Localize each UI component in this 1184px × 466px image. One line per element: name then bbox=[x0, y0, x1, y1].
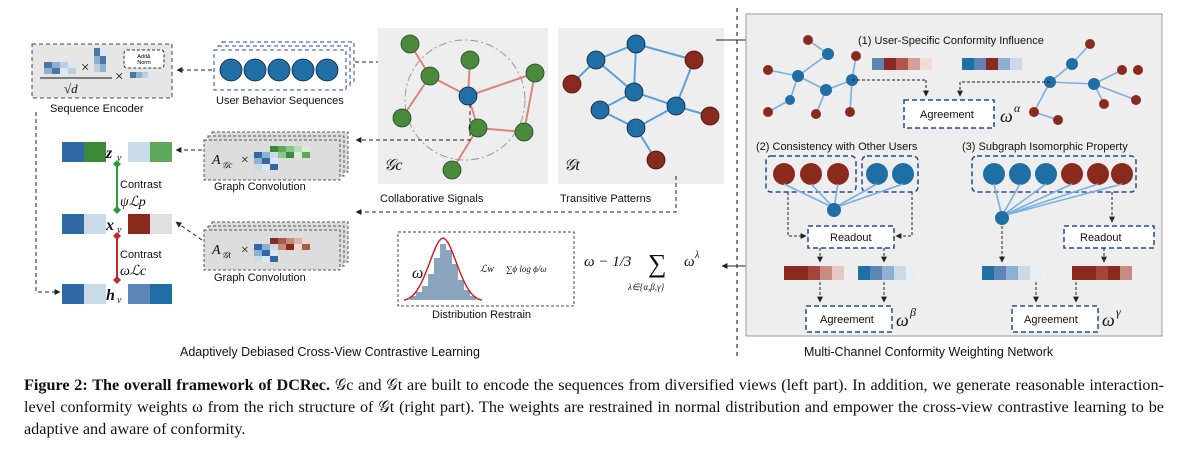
readout-box-2 bbox=[1063, 225, 1155, 249]
collaborative-signals-label: Collaborative Signals bbox=[380, 193, 484, 205]
add-norm-label: Add& Norm bbox=[137, 54, 151, 66]
transitive-patterns-label: Transitive Patterns bbox=[560, 193, 652, 205]
formula-sum: ∑ bbox=[648, 249, 667, 278]
section-3-title: (3) Subgraph Isomorphic Property bbox=[962, 141, 1128, 153]
h-symbol: h bbox=[106, 287, 115, 304]
consistency-users bbox=[765, 155, 919, 217]
section-2-title: (2) Consistency with Other Users bbox=[756, 141, 918, 153]
caption-head: Figure 2: The overall framework of DCRec… bbox=[24, 376, 331, 394]
distribution-restrain-label: Distribution Restrain bbox=[432, 309, 531, 321]
formula-sub: λ∈{α,β,γ} bbox=[627, 282, 665, 292]
sequence-encoder: × √d × Add& Norm bbox=[31, 43, 173, 99]
times-sign-1: × bbox=[80, 60, 90, 76]
arrow-gt-to-conv bbox=[355, 176, 677, 215]
figure-caption: Figure 2: The overall framework of DCRec… bbox=[24, 374, 1164, 440]
z-subscript: v bbox=[117, 153, 122, 164]
contrast-2-loss: ωℒc bbox=[120, 264, 147, 279]
sup-gamma: γ bbox=[1116, 305, 1121, 319]
x-symbol: x bbox=[105, 217, 114, 234]
encoder-key-matrix bbox=[94, 48, 106, 72]
agreement-box-3 bbox=[1011, 305, 1099, 333]
contrast-1-label: Contrast bbox=[120, 179, 162, 191]
gc-embedding-matrix bbox=[254, 146, 310, 170]
embedding-h bbox=[62, 284, 172, 304]
encoder-query-matrix bbox=[44, 62, 76, 74]
arrow-encoder-to-h bbox=[35, 112, 61, 295]
omega-alpha: ω bbox=[1000, 106, 1013, 126]
sequence-encoder-label: Sequence Encoder bbox=[50, 103, 144, 115]
section-1-title: (1) User-Specific Conformity Influence bbox=[858, 35, 1044, 47]
formula-sup: λ bbox=[694, 250, 700, 261]
embedding-bar-alpha-right bbox=[962, 58, 1022, 70]
user-behavior-label: User Behavior Sequences bbox=[216, 95, 344, 107]
z-symbol: z bbox=[105, 145, 113, 162]
graph-convolution-1: A 𝒢c × bbox=[203, 131, 349, 181]
formula-right: ω bbox=[684, 254, 695, 270]
distribution-restrain: ω ℒw ∑ϕ log ϕ/ω bbox=[397, 231, 575, 307]
a-gt-sub: 𝒢t bbox=[222, 250, 231, 260]
formula-left: ω − 1/3 bbox=[584, 254, 631, 270]
caption-text: 𝒢c and 𝒢t are built to encode the sequen… bbox=[24, 376, 1164, 438]
a-gc: A bbox=[211, 153, 221, 168]
graph-conv-1-label: Graph Convolution bbox=[214, 181, 306, 193]
transitive-graph-panel bbox=[558, 28, 724, 184]
arrow-conv2-to-x bbox=[175, 221, 203, 241]
conformity-graph-2 bbox=[1029, 39, 1143, 125]
readout-1-label: Readout bbox=[830, 232, 872, 244]
user-behavior-sequences bbox=[213, 41, 355, 91]
omega-gamma: ω bbox=[1102, 310, 1115, 330]
gc-label: 𝒢c bbox=[384, 157, 403, 174]
sqrt-d: √d bbox=[64, 81, 78, 96]
readout-2-label: Readout bbox=[1080, 232, 1122, 244]
dist-kl: ∑ϕ log ϕ/ω bbox=[506, 264, 547, 274]
embedding-bar-gamma-right bbox=[1072, 266, 1132, 280]
h-subscript: v bbox=[117, 295, 122, 306]
agreement-1-label: Agreement bbox=[920, 109, 974, 121]
times-sign-4: × bbox=[240, 243, 249, 258]
graph-convolution-2: A 𝒢t × bbox=[203, 221, 349, 271]
omega-beta: ω bbox=[896, 310, 909, 330]
x-subscript: v bbox=[117, 225, 122, 236]
contrast-1-loss: ψℒp bbox=[120, 195, 146, 210]
embedding-x bbox=[62, 214, 172, 234]
embedding-z bbox=[62, 142, 172, 162]
a-gt: A bbox=[211, 243, 221, 258]
times-sign-2: × bbox=[114, 69, 124, 85]
collaborative-graph-panel bbox=[378, 28, 548, 184]
embedding-bar-beta-left bbox=[784, 266, 844, 280]
dist-omega: ω bbox=[412, 265, 423, 282]
right-section-title: Multi-Channel Conformity Weighting Netwo… bbox=[804, 345, 1054, 359]
weight-formula: ω − 1/3 ∑ λ∈{α,β,γ} ω λ bbox=[584, 249, 700, 292]
dist-loss: ℒw bbox=[480, 264, 494, 275]
agreement-box-1 bbox=[903, 99, 995, 129]
a-gc-sub: 𝒢c bbox=[222, 160, 232, 170]
embedding-bar-alpha-left bbox=[872, 58, 932, 70]
conformity-graph-1 bbox=[763, 35, 861, 119]
embedding-bar-beta-right bbox=[858, 266, 918, 280]
gt-label: 𝒢t bbox=[564, 157, 580, 174]
agreement-2-label: Agreement bbox=[820, 314, 874, 326]
agreement-box-2 bbox=[805, 305, 893, 333]
left-section-title: Adaptively Debiased Cross-View Contrasti… bbox=[180, 345, 480, 359]
sup-beta: β bbox=[909, 305, 916, 319]
gt-embedding-matrix bbox=[254, 238, 310, 262]
subgraph-isomorphic bbox=[971, 155, 1137, 225]
embedding-bar-gamma-left bbox=[982, 266, 1042, 280]
encoder-value-matrix bbox=[130, 72, 154, 78]
framework-figure: × √d × Add& Norm Sequence Encoder User Be… bbox=[31, 8, 1163, 360]
graph-conv-2-label: Graph Convolution bbox=[214, 272, 306, 284]
agreement-3-label: Agreement bbox=[1024, 314, 1078, 326]
sup-alpha: α bbox=[1014, 101, 1021, 115]
arrow-gc-to-conv bbox=[355, 104, 471, 143]
times-sign-3: × bbox=[240, 153, 249, 168]
contrast-2-label: Contrast bbox=[120, 249, 162, 261]
readout-box-1 bbox=[807, 225, 895, 249]
